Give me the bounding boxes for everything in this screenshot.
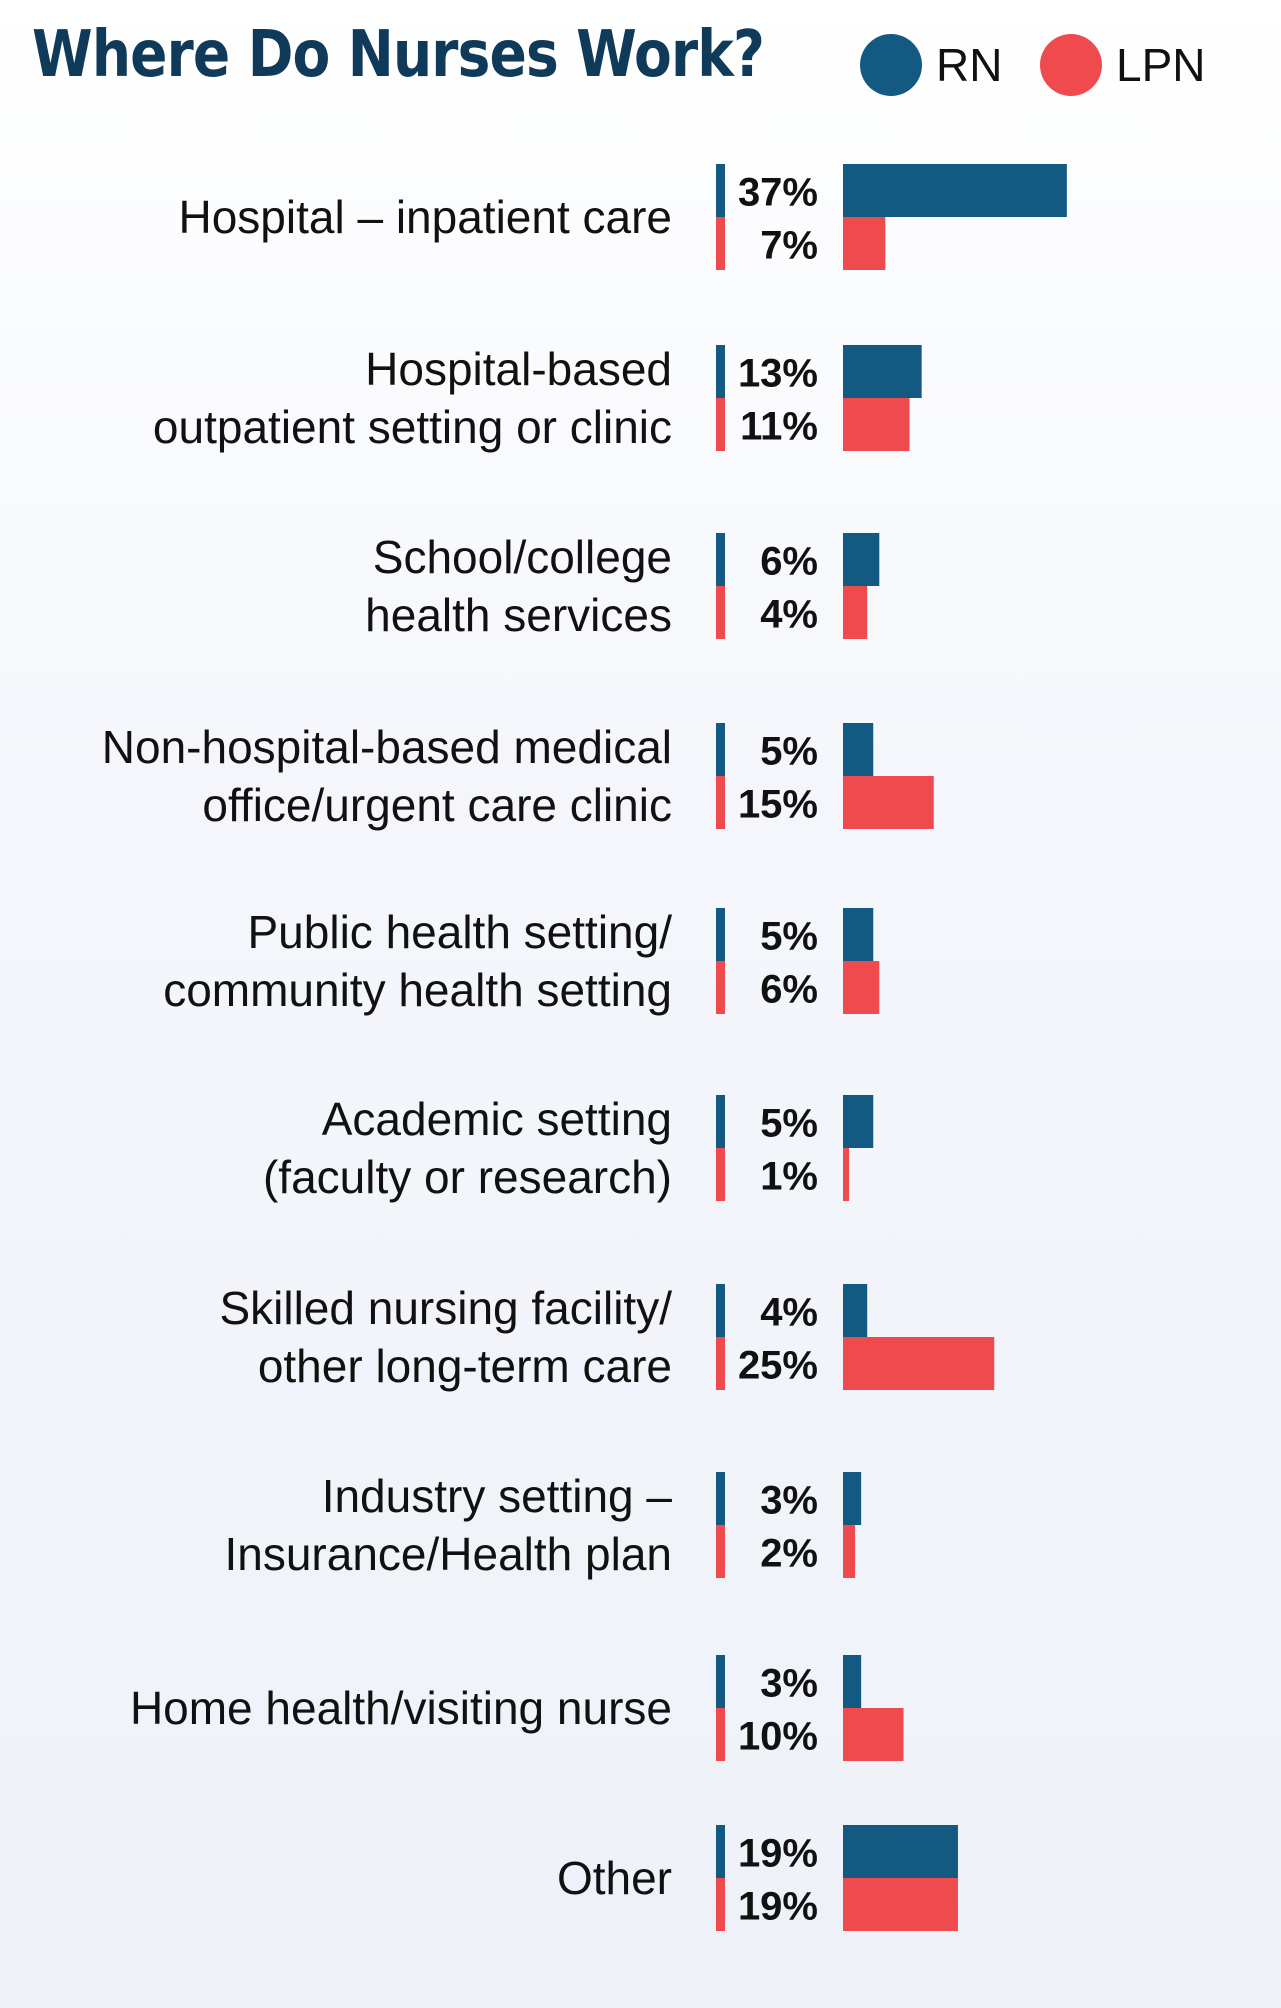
- series-indicator-rn: [716, 908, 725, 961]
- category-group: Other 19% 19%: [557, 1825, 958, 1931]
- legend-label-rn: RN: [936, 39, 1003, 91]
- bar-rn: [843, 723, 874, 776]
- series-indicator-rn: [716, 1472, 725, 1525]
- bar-rn: [843, 1284, 868, 1337]
- category-label: Skilled nursing facility/other long-term…: [219, 1282, 672, 1392]
- data-label-lpn: 1%: [760, 1155, 818, 1199]
- legend-label-lpn: LPN: [1116, 39, 1206, 91]
- legend-item-lpn: LPN: [1040, 34, 1205, 96]
- bar-rn: [843, 1095, 874, 1148]
- category-group: Industry setting – Insurance/Health plan 3…: [224, 1470, 862, 1580]
- data-label-lpn: 7%: [760, 224, 818, 268]
- category-label: Other: [557, 1852, 672, 1904]
- data-label-lpn: 19%: [738, 1885, 818, 1929]
- data-label-rn: 4%: [760, 1291, 818, 1335]
- series-indicator-lpn: [716, 398, 725, 451]
- series-indicator-lpn: [716, 961, 725, 1014]
- series-indicator-rn: [716, 164, 725, 217]
- category-label: Industry setting – Insurance/Health plan: [224, 1470, 672, 1580]
- data-label-rn: 5%: [760, 1102, 818, 1146]
- data-label-rn: 3%: [760, 1479, 818, 1523]
- bar-lpn: [843, 1337, 995, 1390]
- bar-lpn: [843, 586, 868, 639]
- series-indicator-rn: [716, 533, 725, 586]
- data-label-rn: 3%: [760, 1662, 818, 1706]
- series-indicator-lpn: [716, 1148, 725, 1201]
- category-group: Hospital – inpatient care 37% 7%: [178, 164, 1067, 270]
- data-label-rn: 6%: [760, 540, 818, 584]
- bar-lpn: [843, 217, 886, 270]
- data-label-lpn: 15%: [738, 783, 818, 827]
- category-label: Non-hospital-based medical office/urgent …: [102, 721, 672, 831]
- bar-rn: [843, 345, 922, 398]
- category-label: Public health setting/community health s…: [163, 906, 672, 1016]
- data-label-rn: 37%: [738, 171, 818, 215]
- series-indicator-lpn: [716, 1337, 725, 1390]
- bar-rn: [843, 1825, 958, 1878]
- series-indicator-rn: [716, 1284, 725, 1337]
- legend-swatch-rn: [860, 34, 922, 96]
- bar-lpn: [843, 1708, 904, 1761]
- series-indicator-lpn: [716, 217, 725, 270]
- bar-rn: [843, 908, 874, 961]
- series-indicator-rn: [716, 1825, 725, 1878]
- category-label: Hospital – inpatient care: [178, 191, 672, 243]
- bar-rn: [843, 533, 880, 586]
- data-label-lpn: 11%: [740, 405, 818, 449]
- series-indicator-rn: [716, 1095, 725, 1148]
- category-group: Skilled nursing facility/other long-term…: [219, 1282, 995, 1392]
- series-indicator-lpn: [716, 776, 725, 829]
- bar-lpn: [843, 776, 934, 829]
- category-group: Non-hospital-based medical office/urgent …: [102, 721, 934, 831]
- category-label: Home health/visiting nurse: [130, 1682, 672, 1734]
- bar-lpn: [843, 1148, 850, 1201]
- bar-rn: [843, 1472, 862, 1525]
- category-label: Hospital-based outpatient setting or clin…: [153, 343, 672, 453]
- bar-lpn: [843, 1525, 856, 1578]
- legend-swatch-lpn: [1040, 34, 1102, 96]
- bar-lpn: [843, 1878, 958, 1931]
- bar-rn: [843, 164, 1067, 217]
- category-group: Hospital-based outpatient setting or clin…: [153, 343, 922, 453]
- category-group: School/college health services 6% 4%: [365, 531, 880, 641]
- chart-title: Where Do Nurses Work?: [32, 18, 765, 92]
- legend-item-rn: RN: [860, 34, 1002, 96]
- category-label: Academic setting (faculty or research): [263, 1093, 672, 1203]
- series-indicator-lpn: [716, 1708, 725, 1761]
- data-label-lpn: 4%: [760, 593, 818, 637]
- category-label: School/college health services: [365, 531, 672, 641]
- series-indicator-rn: [716, 345, 725, 398]
- data-label-rn: 13%: [738, 352, 818, 396]
- data-label-lpn: 6%: [760, 968, 818, 1012]
- data-label-rn: 5%: [760, 915, 818, 959]
- series-indicator-lpn: [716, 586, 725, 639]
- bar-rn: [843, 1655, 862, 1708]
- series-indicator-lpn: [716, 1525, 725, 1578]
- data-label-lpn: 2%: [760, 1532, 818, 1576]
- bar-lpn: [843, 398, 910, 451]
- category-group: Home health/visiting nurse 3% 10%: [130, 1655, 904, 1761]
- category-group: Academic setting (faculty or research) 5% 1…: [263, 1093, 874, 1203]
- data-label-lpn: 25%: [738, 1344, 818, 1388]
- bar-lpn: [843, 961, 880, 1014]
- data-label-rn: 19%: [738, 1832, 818, 1876]
- data-label-rn: 5%: [760, 730, 818, 774]
- category-group: Public health setting/community health s…: [163, 906, 880, 1016]
- series-indicator-rn: [716, 1655, 725, 1708]
- series-indicator-rn: [716, 723, 725, 776]
- data-label-lpn: 10%: [738, 1715, 818, 1759]
- series-indicator-lpn: [716, 1878, 725, 1931]
